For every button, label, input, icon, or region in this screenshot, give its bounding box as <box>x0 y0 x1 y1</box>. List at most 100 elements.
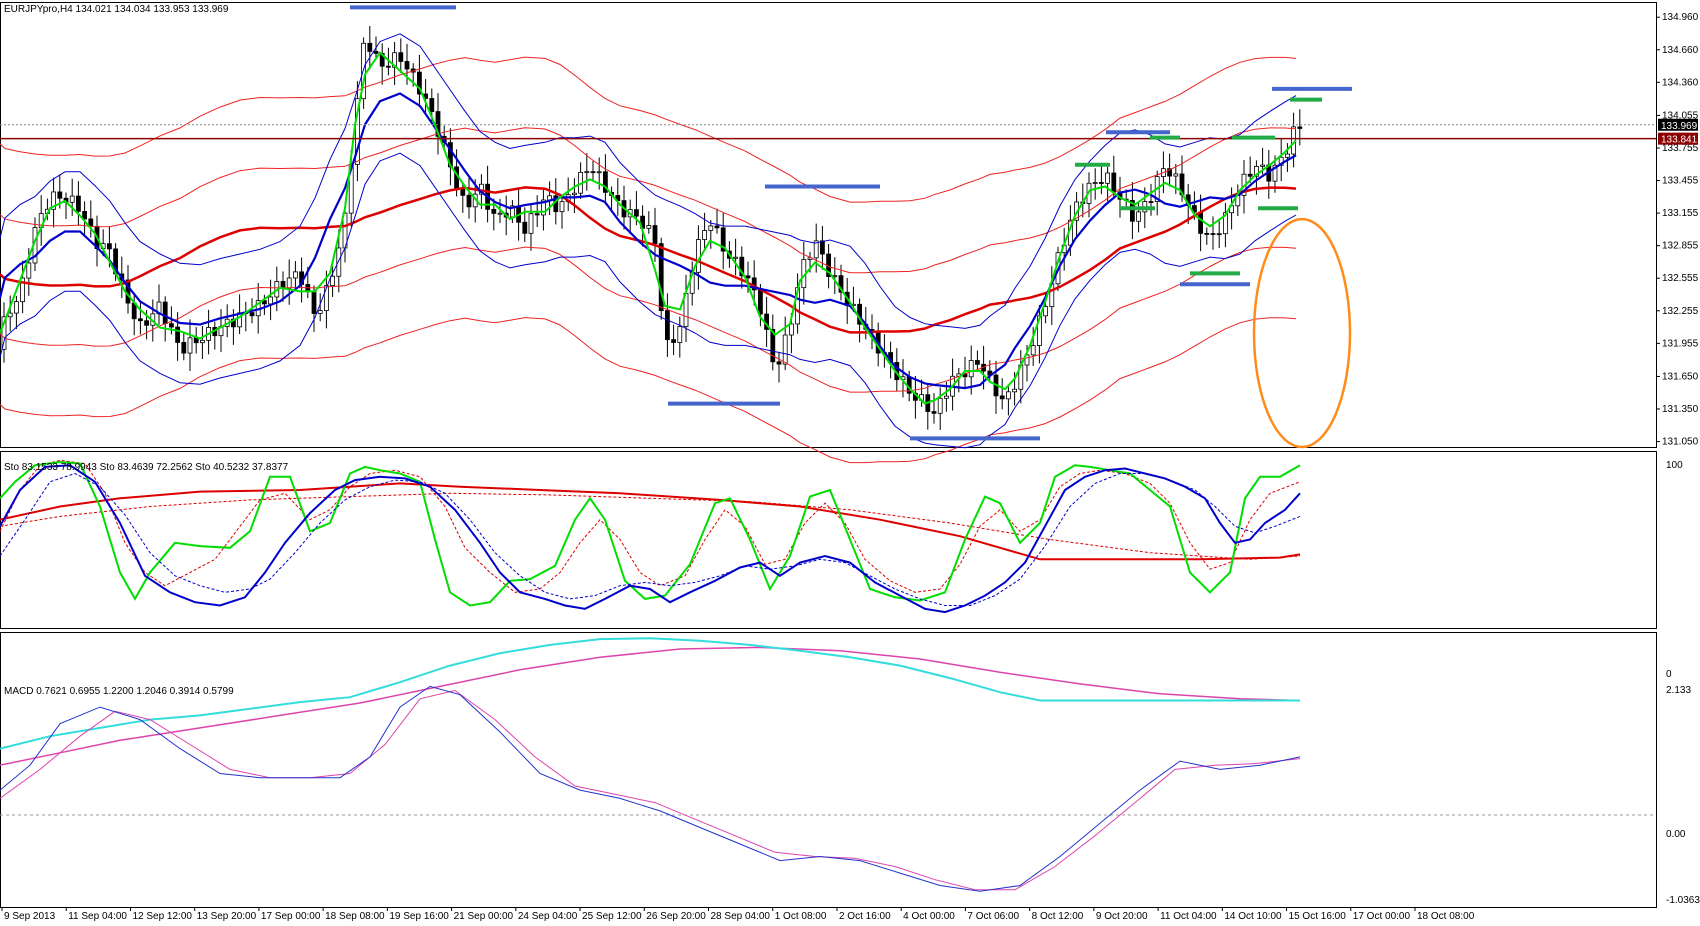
price-axis: 134.960 134.660 134.360 134.055 133.755 133.4… <box>1656 12 1699 448</box>
stochastic-panel[interactable] <box>0 459 1301 614</box>
time-tick-label: 9 Sep 2013 <box>4 911 56 922</box>
candle-body <box>1148 201 1154 203</box>
price-tick-label: 131.955 <box>1662 338 1699 349</box>
stoch-mid-main <box>0 464 1301 614</box>
candle-body <box>88 218 94 227</box>
candle-body <box>770 329 776 363</box>
candle-body <box>1111 172 1117 193</box>
candle-body <box>398 52 404 62</box>
macd-fast-line <box>0 685 1301 892</box>
candle-body <box>634 209 639 217</box>
candle-body <box>739 256 745 277</box>
price-panel[interactable] <box>0 5 1656 464</box>
macd-panel[interactable] <box>0 637 1656 892</box>
line-price-tag: 133.841 <box>1661 135 1698 146</box>
current-price-tag: 133.969 <box>1661 121 1698 132</box>
macd-slow-line <box>0 689 1301 891</box>
target-ellipse <box>1252 217 1352 449</box>
time-tick-label: 17 Sep 00:00 <box>261 911 321 922</box>
candle-body <box>292 271 298 279</box>
candle-body <box>522 221 528 234</box>
candle-body <box>1092 182 1098 184</box>
candle-body <box>1006 391 1011 400</box>
candle-body <box>813 240 819 259</box>
candle-body <box>677 326 683 343</box>
candle-body <box>1285 153 1290 158</box>
time-tick-label: 11 Oct 04:00 <box>1160 911 1217 922</box>
time-tick-label: 9 Oct 20:00 <box>1096 911 1148 922</box>
candle-body <box>466 194 472 208</box>
price-tick-label: 132.855 <box>1662 241 1699 252</box>
candle-body <box>416 71 422 95</box>
candle-body <box>51 191 56 210</box>
candle-body <box>82 211 87 220</box>
candle-body <box>745 275 751 279</box>
panel-frame-3 <box>0 632 1657 908</box>
candle-body <box>590 171 596 174</box>
stoch-axis-top: 100 <box>1666 460 1683 471</box>
candle-body <box>367 42 373 52</box>
candle-body <box>1210 233 1216 235</box>
time-tick-label: 28 Sep 04:00 <box>711 911 771 922</box>
candle-body <box>286 277 292 289</box>
candle-body <box>720 227 726 252</box>
candle-body <box>646 225 652 229</box>
candle-body <box>572 192 577 196</box>
candle-body <box>181 342 187 354</box>
candle-body <box>1223 212 1228 235</box>
candle-body <box>162 301 168 325</box>
ma-fast-line <box>0 51 1297 405</box>
price-tick-label: 131.650 <box>1662 371 1699 382</box>
candle-body <box>1173 173 1179 177</box>
candle-body <box>820 240 825 255</box>
stoch-label: Sto 83.1533 78.9943 Sto 83.4639 72.2562 … <box>4 462 289 473</box>
time-tick-label: 14 Oct 10:00 <box>1224 911 1282 922</box>
candle-body <box>975 360 980 365</box>
candle-body <box>1136 211 1141 222</box>
candle-body <box>714 225 720 229</box>
time-tick-label: 17 Oct 00:00 <box>1353 911 1411 922</box>
candle-body <box>69 195 75 203</box>
panel-frame-1 <box>0 2 1657 448</box>
price-tick-label: 134.660 <box>1662 45 1699 56</box>
candle-body <box>931 411 937 414</box>
candle-body <box>708 225 714 231</box>
candle-body <box>733 256 738 259</box>
time-tick-label: 26 Sep 20:00 <box>646 911 706 922</box>
candle-body <box>1167 168 1172 177</box>
candle-body <box>1204 232 1210 235</box>
time-tick-label: 25 Sep 12:00 <box>582 911 642 922</box>
candle-body <box>665 310 670 341</box>
candle-body <box>696 239 701 273</box>
symbol-info-label: EURJPYpro,H4 134.021 134.034 133.953 133… <box>4 4 229 15</box>
candle-body <box>776 361 782 365</box>
candle-body <box>230 318 236 328</box>
time-tick-label: 8 Oct 12:00 <box>1032 911 1084 922</box>
macd-axis-bottom: -1.0363 <box>1666 895 1700 906</box>
candle-body <box>1198 211 1203 234</box>
candle-body <box>187 337 193 354</box>
candle-body <box>1030 345 1036 356</box>
candle-body <box>1012 388 1017 393</box>
candle-body <box>392 52 398 68</box>
candle-body <box>789 323 794 336</box>
candle-body <box>175 326 181 343</box>
candle-body <box>584 171 590 174</box>
candle-body <box>541 199 546 216</box>
candle-body <box>1105 172 1110 184</box>
macd-signal-line <box>0 646 1301 766</box>
candle-body <box>1043 306 1048 317</box>
line-price-tag-bg <box>1658 132 1698 145</box>
candle-body <box>1 316 7 350</box>
candle-body <box>999 395 1005 400</box>
price-tick-label: 132.555 <box>1662 273 1699 284</box>
time-tick-label: 13 Sep 20:00 <box>197 911 257 922</box>
price-tick-label: 131.050 <box>1662 437 1699 448</box>
macd-axis-top: 2.133 <box>1666 685 1691 696</box>
macd-label: MACD 0.7621 0.6955 1.2200 1.2046 0.3914 … <box>4 686 234 697</box>
price-tick-label: 131.350 <box>1662 404 1699 415</box>
price-tick-label: 133.455 <box>1662 176 1699 187</box>
candle-body <box>671 339 676 343</box>
time-axis: 9 Sep 2013 11 Sep 04:00 12 Sep 12:00 13 Sep… <box>1 907 1475 922</box>
